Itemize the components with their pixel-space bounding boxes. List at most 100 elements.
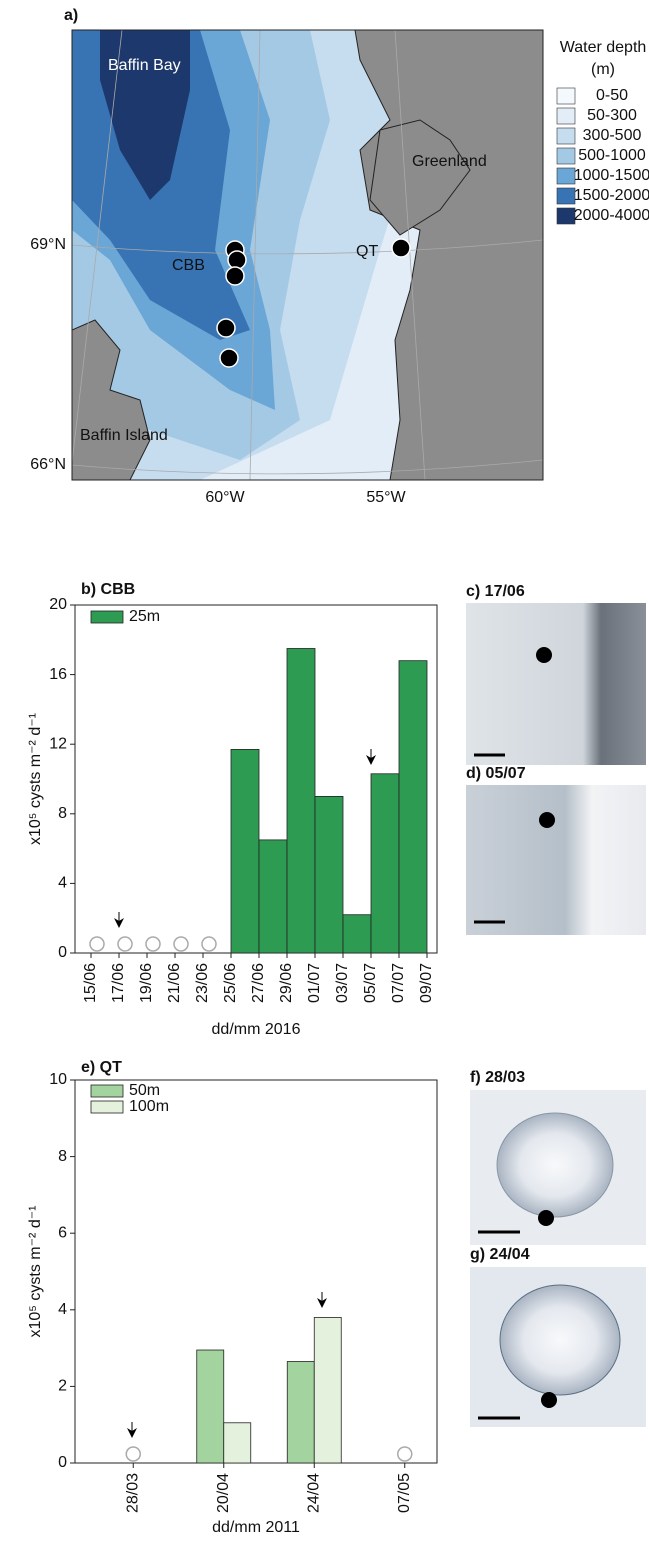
bar (314, 796, 344, 954)
place-label: Baffin Bay (108, 57, 181, 74)
legend-swatch (556, 187, 576, 205)
legend-swatch (90, 1084, 124, 1098)
legend-swatch (90, 610, 124, 624)
legend-swatch (556, 87, 576, 105)
no-data-marker (173, 936, 189, 952)
bar (223, 1422, 252, 1464)
legend-label: 50m (129, 1082, 160, 1099)
place-label: Baffin Island (80, 427, 168, 444)
x-tick-label: 07/05 (396, 1473, 413, 1513)
bar (286, 1361, 315, 1464)
depth-2000 (100, 30, 190, 200)
legend-swatch (556, 127, 576, 145)
place-label: CBB (172, 257, 205, 274)
x-tick-label: 21/06 (166, 963, 183, 1003)
x-axis-label: dd/mm 2016 (212, 1021, 301, 1038)
station-dot (539, 812, 555, 828)
image-label: g) 24/04 (470, 1246, 530, 1263)
x-tick-label: 25/06 (222, 963, 239, 1003)
legend-swatch (556, 107, 576, 125)
x-tick-label: 07/07 (390, 963, 407, 1003)
bar (313, 1317, 342, 1464)
legend-label: 2000-4000 (574, 207, 649, 224)
legend-title: Water depth (560, 39, 647, 56)
station-dot (536, 647, 552, 663)
bar (342, 914, 372, 954)
legend-swatch (556, 167, 576, 185)
place-label: Greenland (412, 153, 487, 170)
chart-title: e) QT (81, 1059, 122, 1076)
map: a) Baffin Bay Greenland CBB QT Baffin (30, 7, 646, 506)
bar (398, 660, 428, 954)
legend-label: 1500-2000 (574, 187, 649, 204)
station-dot (541, 1392, 557, 1408)
y-tick-label: 4 (58, 875, 67, 892)
legend-label: 300-500 (583, 127, 642, 144)
no-data-marker (89, 936, 105, 952)
bar (258, 839, 288, 954)
no-data-marker (201, 936, 217, 952)
y-tick-label: 2 (58, 1378, 67, 1395)
arrows (114, 749, 376, 1438)
y-tick-label: 4 (58, 1301, 67, 1318)
y-tick-label: 16 (49, 666, 67, 683)
legend-label: 0-50 (596, 87, 628, 104)
x-tick-label: 28/03 (124, 1473, 141, 1513)
island (496, 1112, 614, 1218)
legend-label: 50-300 (587, 107, 637, 124)
y-tick-label: 10 (49, 1071, 67, 1088)
island (499, 1284, 621, 1396)
y-axis-label: x10⁵ cysts m⁻² d⁻¹ (27, 713, 44, 845)
no-data-marker (125, 1446, 141, 1462)
legend-swatch (556, 147, 576, 165)
lon-label: 60°W (205, 489, 245, 506)
y-tick-label: 12 (49, 735, 67, 752)
y-tick-label: 8 (58, 805, 67, 822)
legend-label: 1000-1500 (574, 167, 649, 184)
station-dot (538, 1210, 554, 1226)
map-frame (71, 29, 544, 481)
plot-frame (74, 1079, 438, 1464)
satellite-image (466, 785, 646, 935)
lat-label: 69°N (30, 236, 66, 253)
y-tick-label: 8 (58, 1148, 67, 1165)
legend-swatch (556, 207, 576, 225)
bar (370, 773, 400, 954)
bar (196, 1349, 225, 1464)
y-tick-label: 0 (58, 944, 67, 961)
y-tick-label: 20 (49, 596, 67, 613)
lon-label: 55°W (366, 489, 406, 506)
bar (230, 749, 260, 954)
no-data-marker (117, 936, 133, 952)
legend-label: 25m (129, 608, 160, 625)
x-tick-label: 27/06 (250, 963, 267, 1003)
disko (369, 119, 471, 236)
x-tick-label: 24/04 (305, 1473, 322, 1513)
image-label: f) 28/03 (470, 1069, 525, 1086)
bar (286, 648, 316, 954)
no-data-marker (397, 1446, 413, 1462)
x-tick-label: 20/04 (215, 1473, 232, 1513)
y-tick-label: 0 (58, 1454, 67, 1471)
x-tick-label: 15/06 (82, 963, 99, 1003)
x-tick-label: 29/06 (278, 963, 295, 1003)
x-tick-label: 09/07 (418, 963, 435, 1003)
satellite-image (466, 603, 646, 765)
x-tick-label: 05/07 (362, 963, 379, 1003)
x-tick-label: 23/06 (194, 963, 211, 1003)
baffin-island (72, 319, 151, 480)
legend-label: 500-1000 (578, 147, 646, 164)
image-label: c) 17/06 (466, 583, 525, 600)
chart-title: b) CBB (81, 581, 135, 598)
image-label: d) 05/07 (466, 765, 526, 782)
x-tick-label: 01/07 (306, 963, 323, 1003)
no-data-marker (145, 936, 161, 952)
panel-label: a) (64, 7, 78, 24)
lat-label: 66°N (30, 456, 66, 473)
place-label: QT (356, 243, 378, 260)
legend-title: (m) (591, 61, 615, 78)
y-tick-label: 6 (58, 1224, 67, 1241)
x-axis-label: dd/mm 2011 (212, 1519, 300, 1536)
legend-label: 100m (129, 1098, 169, 1115)
